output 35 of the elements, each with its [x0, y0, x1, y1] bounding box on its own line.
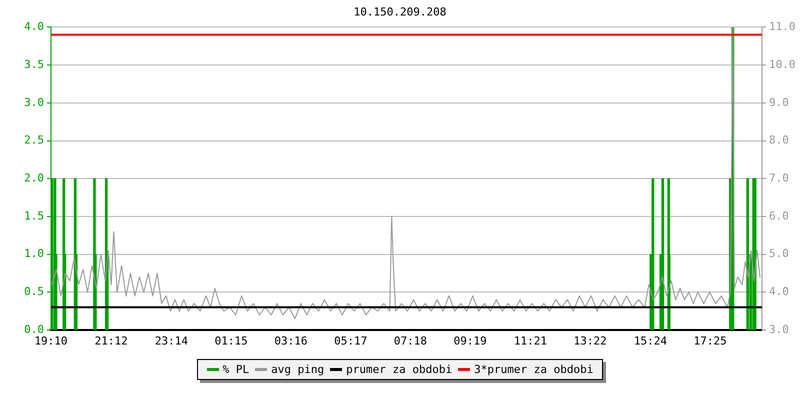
y-tick-label: 0.0 [24, 322, 44, 336]
y2-tick-label: 8.0 [769, 134, 789, 147]
legend-label: % PL [222, 363, 250, 376]
y2-tick-label: 9.0 [769, 96, 789, 109]
x-tick-label: 03:16 [274, 334, 308, 348]
y-tick-label: 3.5 [24, 58, 44, 71]
x-tick-label: 13:22 [574, 334, 607, 348]
x-tick-label: 07:18 [394, 334, 428, 348]
y2-tick-label: 6.0 [769, 209, 789, 222]
y2-tick-label: 10.0 [769, 58, 796, 71]
legend-label: 3*prumer za obdobi [474, 363, 594, 376]
y2-tick-label: 11.0 [769, 20, 796, 34]
y-tick-label: 2.0 [24, 171, 44, 184]
x-tick-label: 15:24 [634, 334, 668, 348]
x-tick-label: 17:25 [694, 334, 727, 348]
y2-tick-label: 4.0 [769, 285, 789, 298]
y2-tick-label: 5.0 [769, 247, 789, 260]
legend-label: prumer za obdobi [346, 363, 452, 376]
x-tick-label: 09:19 [454, 334, 487, 348]
y-tick-label: 3.0 [24, 96, 44, 109]
legend-label: avg ping [271, 363, 324, 376]
x-tick-label: 01:15 [214, 334, 248, 348]
y-tick-label: 4.0 [24, 20, 44, 34]
y-tick-label: 0.5 [24, 285, 44, 298]
y-tick-label: 1.5 [24, 209, 44, 222]
chart-title: 10.150.209.208 [354, 5, 446, 18]
y-tick-label: 2.5 [24, 134, 44, 147]
x-tick-label: 21:12 [94, 334, 128, 348]
y-tick-label: 1.0 [24, 247, 44, 260]
x-tick-label: 05:17 [334, 334, 368, 348]
x-tick-label: 23:14 [154, 334, 188, 348]
y2-tick-label: 3.0 [769, 322, 789, 336]
x-tick-label: 11:21 [514, 334, 547, 348]
y2-tick-label: 7.0 [769, 171, 789, 184]
x-tick-label: 19:10 [34, 334, 68, 348]
